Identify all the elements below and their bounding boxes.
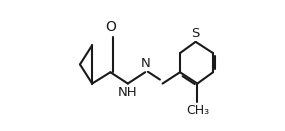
Text: S: S bbox=[192, 27, 200, 40]
Text: CH₃: CH₃ bbox=[186, 103, 209, 117]
Text: N: N bbox=[140, 57, 150, 70]
Text: NH: NH bbox=[118, 86, 138, 99]
Text: O: O bbox=[105, 20, 116, 34]
